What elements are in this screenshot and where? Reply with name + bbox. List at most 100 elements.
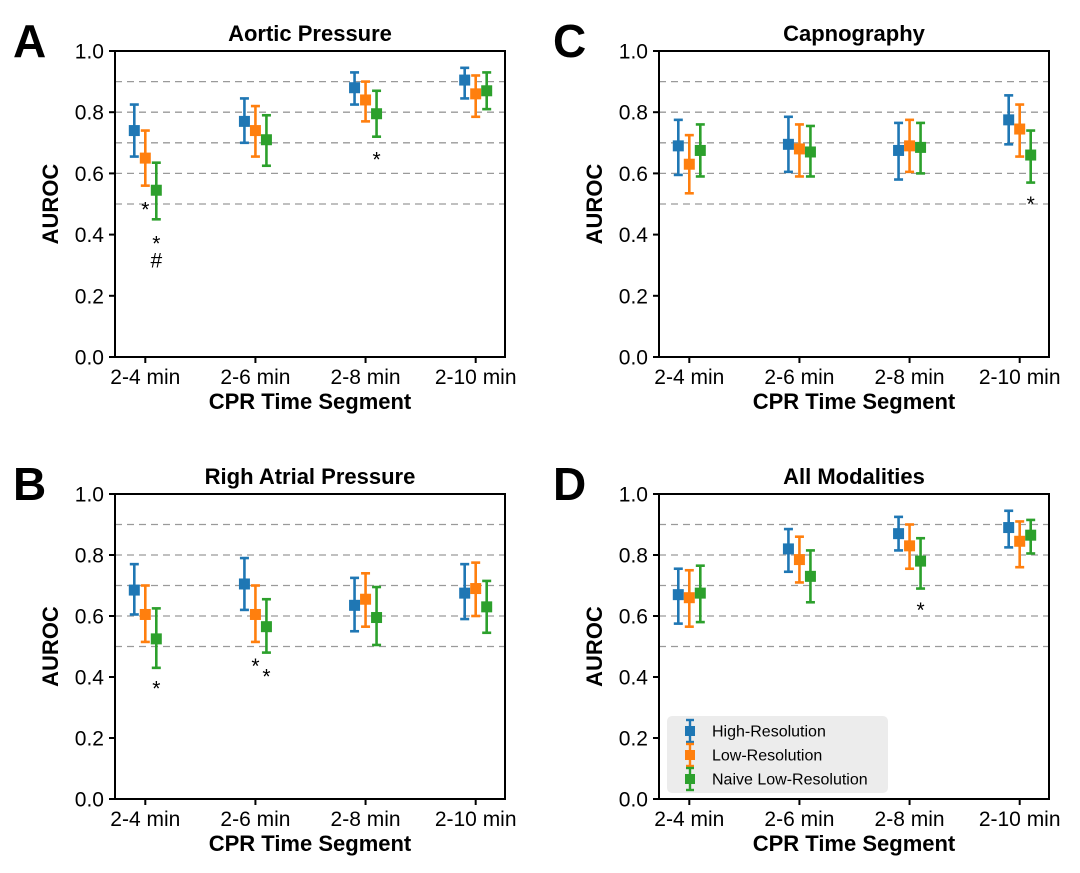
x-axis-label: CPR Time Segment — [209, 831, 412, 856]
marker-low-resolution — [249, 125, 261, 137]
significance-asterisk: * — [916, 599, 924, 622]
y-tick-label: 0.6 — [619, 606, 648, 629]
marker-low-resolution — [470, 583, 482, 595]
marker-high-resolution — [893, 144, 905, 156]
y-axis-label: AUROC — [582, 606, 607, 687]
x-tick-label: 2-8 min — [875, 808, 945, 831]
legend-label-high-resolution: High-Resolution — [712, 724, 826, 741]
significance-asterisk: * — [152, 678, 160, 701]
marker-high-resolution — [782, 543, 794, 555]
marker-naive-low-resolution — [481, 85, 493, 97]
marker-naive-low-resolution — [481, 601, 493, 613]
marker-high-resolution — [238, 578, 250, 590]
x-tick-label: 2-4 min — [654, 808, 724, 831]
x-tick-label: 2-10 min — [435, 366, 517, 389]
marker-naive-low-resolution — [260, 134, 272, 146]
y-tick-label: 0.6 — [619, 163, 648, 186]
marker-naive-low-resolution — [915, 555, 927, 567]
panel-title: Capnography — [783, 21, 926, 46]
x-tick-label: 2-4 min — [110, 366, 180, 389]
y-tick-label: 1.0 — [75, 484, 104, 507]
plot-frame — [658, 493, 1050, 800]
panel-letter: D — [553, 458, 586, 510]
marker-high-resolution — [128, 125, 140, 137]
marker-low-resolution — [470, 88, 482, 100]
plot-frame — [658, 50, 1050, 358]
marker-naive-low-resolution — [371, 612, 383, 624]
marker-high-resolution — [1003, 522, 1015, 534]
marker-low-resolution — [249, 608, 261, 620]
marker-high-resolution — [782, 138, 794, 150]
x-tick-label: 2-8 min — [331, 808, 401, 831]
x-axis-label: CPR Time Segment — [753, 389, 956, 414]
marker-low-resolution — [793, 143, 805, 155]
significance-asterisk: * — [372, 149, 380, 172]
y-tick-label: 0.8 — [75, 545, 104, 568]
panel-title: All Modalities — [783, 464, 925, 489]
marker-high-resolution — [672, 589, 684, 601]
hash-annotation: # — [150, 250, 162, 273]
marker-low-resolution — [683, 158, 695, 170]
marker-naive-low-resolution — [804, 146, 816, 158]
panel-title: Righ Atrial Pressure — [205, 464, 416, 489]
marker-naive-low-resolution — [694, 587, 706, 599]
x-axis-label: CPR Time Segment — [753, 831, 956, 856]
significance-asterisk: * — [141, 199, 149, 222]
y-tick-label: 0.0 — [75, 347, 104, 370]
x-tick-label: 2-8 min — [331, 366, 401, 389]
panel-c-chart: 0.0 0.2 0.4 0.6 0.8 1.0 2-4 min 2-6 min 2-8 min 2… — [553, 15, 1061, 414]
y-tick-label: 0.0 — [619, 789, 648, 812]
marker-low-resolution — [904, 540, 916, 552]
panel-a-chart: 0.0 0.2 0.4 0.6 0.8 1.0 2-4 min 2-6 min 2-8 min 2… — [13, 15, 517, 414]
marker-naive-low-resolution — [260, 621, 272, 633]
x-tick-label: 2-4 min — [654, 366, 724, 389]
significance-asterisk: * — [1027, 193, 1035, 216]
marker-naive-low-resolution — [1025, 529, 1037, 541]
y-tick-label: 0.2 — [619, 728, 648, 751]
y-tick-label: 0.8 — [619, 102, 648, 125]
plot-frame — [114, 493, 506, 800]
y-tick-label: 0.4 — [75, 224, 105, 247]
marker-high-resolution — [672, 140, 684, 152]
x-tick-label: 2-6 min — [220, 366, 290, 389]
marker-high-resolution — [349, 82, 361, 94]
y-tick-label: 1.0 — [619, 41, 648, 64]
y-tick-label: 0.4 — [75, 667, 105, 690]
x-tick-label: 2-10 min — [435, 808, 517, 831]
significance-asterisk: * — [262, 665, 270, 688]
y-tick-label: 0.0 — [619, 347, 648, 370]
x-tick-label: 2-8 min — [875, 366, 945, 389]
y-tick-label: 0.8 — [75, 102, 104, 125]
marker-high-resolution — [349, 599, 361, 611]
marker-high-resolution — [1003, 114, 1015, 126]
marker-high-resolution — [128, 584, 140, 596]
marker-low-resolution — [793, 554, 805, 566]
y-axis-label: AUROC — [582, 164, 607, 245]
x-tick-label: 2-6 min — [764, 808, 834, 831]
y-axis-label: AUROC — [38, 164, 63, 245]
panel-title: Aortic Pressure — [228, 21, 392, 46]
marker-low-resolution — [139, 152, 151, 164]
marker-low-resolution — [683, 592, 695, 604]
y-axis-label: AUROC — [38, 606, 63, 687]
significance-asterisk: * — [152, 232, 160, 255]
legend-box — [667, 716, 888, 793]
marker-naive-low-resolution — [915, 141, 927, 153]
y-tick-label: 0.6 — [75, 606, 104, 629]
panel-d-chart: 0.0 0.2 0.4 0.6 0.8 1.0 2-4 min 2-6 min 2-8 min 2… — [553, 458, 1061, 856]
x-tick-label: 2-6 min — [220, 808, 290, 831]
y-tick-label: 1.0 — [619, 484, 648, 507]
y-tick-label: 0.0 — [75, 789, 104, 812]
y-tick-label: 0.2 — [619, 285, 648, 308]
marker-low-resolution — [1014, 123, 1026, 135]
panel-letter: A — [13, 15, 46, 67]
y-tick-label: 0.6 — [75, 163, 104, 186]
x-tick-label: 2-4 min — [110, 808, 180, 831]
marker-high-resolution — [238, 115, 250, 127]
marker-naive-low-resolution — [1025, 149, 1037, 161]
legend-label-low-resolution: Low-Resolution — [712, 748, 822, 765]
marker-naive-low-resolution — [371, 108, 383, 120]
x-axis-label: CPR Time Segment — [209, 389, 412, 414]
legend-marker-naive-low-resolution — [685, 774, 695, 784]
